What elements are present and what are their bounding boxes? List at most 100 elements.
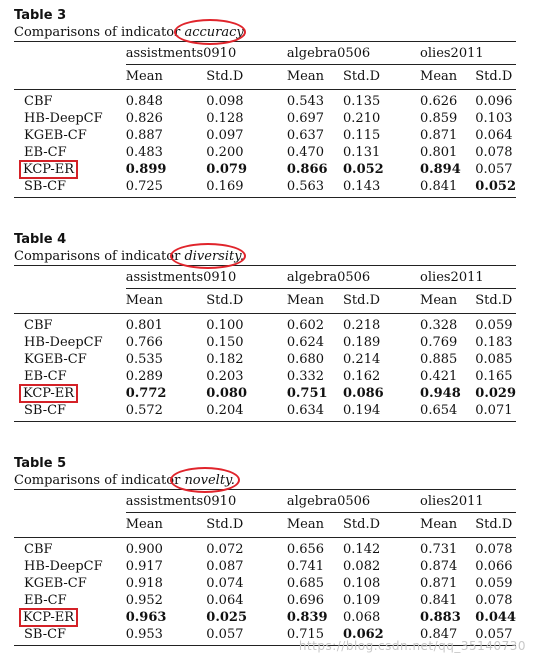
cell: 0.057 — [206, 626, 244, 642]
cell: 0.332 — [286, 368, 325, 384]
cell: 0.801 — [420, 144, 458, 160]
results-table: assistments0910 algebra0506 olies2011 Me… — [14, 41, 516, 198]
cell: 0.078 — [475, 144, 513, 160]
table-caption: Comparisons of indicator novelty. — [14, 467, 516, 493]
cell: 0.725 — [125, 178, 163, 194]
method-name: KCP-ER — [14, 383, 126, 403]
cell: 0.751 — [286, 385, 328, 401]
mean-header: Mean — [420, 517, 458, 532]
cell: 0.741 — [286, 558, 325, 574]
cell: 0.052 — [343, 161, 384, 177]
method-name: KGEB-CF — [24, 575, 87, 591]
cell: 0.859 — [420, 110, 458, 126]
cell: 0.066 — [475, 558, 513, 574]
mean-header: Mean — [420, 69, 458, 84]
cell: 0.826 — [125, 110, 163, 126]
cell: 0.062 — [343, 626, 384, 642]
table-row: KGEB-CF 0.535 0.182 0.680 0.214 0.885 0.085 — [14, 351, 516, 368]
mean-header: Mean — [286, 293, 324, 308]
method-name: EB-CF — [24, 368, 67, 384]
table-row: SB-CF 0.953 0.057 0.715 0.062 0.847 0.057 — [14, 626, 516, 646]
cell: 0.543 — [286, 93, 325, 109]
cell: 0.096 — [475, 93, 513, 109]
cell: 0.189 — [343, 334, 381, 350]
cell: 0.128 — [206, 110, 244, 126]
method-name: EB-CF — [24, 144, 67, 160]
dataset-header: olies2011 — [420, 41, 516, 65]
dataset-header: algebra0506 — [286, 489, 421, 513]
caption-indicator: accuracy. — [184, 25, 247, 40]
caption-prefix: Comparisons of indicator — [14, 473, 185, 488]
cell: 0.162 — [343, 368, 381, 384]
cell: 0.142 — [343, 541, 381, 557]
table-3-block: Table 3 Comparisons of indicator accurac… — [14, 7, 516, 198]
cell: 0.080 — [206, 385, 247, 401]
caption-prefix: Comparisons of indicator — [14, 249, 185, 264]
cell: 0.078 — [475, 541, 513, 557]
std-header: Std.D — [475, 517, 513, 532]
cell: 0.656 — [286, 541, 325, 557]
cell: 0.535 — [125, 351, 163, 367]
cell: 0.328 — [420, 317, 458, 333]
dataset-header: olies2011 — [420, 489, 516, 513]
cell: 0.115 — [343, 127, 381, 143]
table-row: KCP-ER 0.899 0.079 0.866 0.052 0.894 0.057 — [14, 159, 516, 179]
cell: 0.072 — [206, 541, 244, 557]
table-row: CBF 0.848 0.098 0.543 0.135 0.626 0.096 — [14, 90, 516, 110]
cell: 0.059 — [475, 317, 513, 333]
std-header: Std.D — [475, 69, 513, 84]
cell: 0.696 — [286, 592, 325, 608]
cell: 0.624 — [286, 334, 325, 350]
dataset-header: olies2011 — [420, 265, 516, 289]
cell: 0.143 — [343, 178, 381, 194]
std-header: Std.D — [206, 69, 244, 84]
mean-header: Mean — [286, 517, 324, 532]
cell: 0.654 — [420, 402, 458, 418]
cell: 0.421 — [420, 368, 458, 384]
table-row: EB-CF 0.289 0.203 0.332 0.162 0.421 0.165 — [14, 368, 516, 385]
cell: 0.097 — [206, 127, 244, 143]
watermark-url: https://blog.csdn.net/qq_35140730 — [298, 639, 526, 653]
mean-header: Mean — [125, 69, 163, 84]
cell: 0.074 — [206, 575, 244, 591]
cell: 0.899 — [125, 161, 167, 177]
highlight-box: KCP-ER — [18, 159, 79, 179]
cell: 0.766 — [125, 334, 163, 350]
cell: 0.841 — [420, 178, 458, 194]
cell: 0.917 — [125, 558, 163, 574]
cell: 0.068 — [343, 609, 381, 625]
std-header: Std.D — [206, 293, 244, 308]
cell: 0.848 — [125, 93, 163, 109]
method-name: HB-DeepCF — [24, 110, 103, 126]
method-name: KGEB-CF — [24, 127, 87, 143]
dataset-header: algebra0506 — [286, 41, 421, 65]
cell: 0.883 — [420, 609, 461, 625]
std-header: Std.D — [343, 69, 381, 84]
std-header: Std.D — [475, 293, 513, 308]
mean-header: Mean — [286, 69, 324, 84]
table-row: HB-DeepCF 0.917 0.087 0.741 0.082 0.874 0.066 — [14, 558, 516, 575]
cell: 0.064 — [206, 592, 244, 608]
cell: 0.801 — [125, 317, 163, 333]
table-caption: Comparisons of indicator diversity. — [14, 243, 516, 269]
cell: 0.769 — [420, 334, 458, 350]
dataset-header: assistments0910 — [125, 265, 287, 289]
cell: 0.847 — [420, 626, 458, 642]
cell: 0.169 — [206, 178, 244, 194]
table-title: Table 4 — [14, 232, 67, 247]
cell: 0.059 — [475, 575, 513, 591]
table-title: Table 3 — [14, 8, 67, 23]
cell: 0.685 — [286, 575, 325, 591]
cell: 0.079 — [206, 161, 247, 177]
highlight-box: KCP-ER — [18, 607, 79, 627]
cell: 0.871 — [420, 127, 458, 143]
cell: 0.918 — [125, 575, 163, 591]
table-row: HB-DeepCF 0.766 0.150 0.624 0.189 0.769 0.183 — [14, 334, 516, 351]
cell: 0.210 — [343, 110, 381, 126]
method-name: KCP-ER — [14, 607, 126, 627]
cell: 0.572 — [125, 402, 163, 418]
mean-header: Mean — [125, 517, 163, 532]
cell: 0.289 — [125, 368, 163, 384]
cell: 0.731 — [420, 541, 458, 557]
cell: 0.953 — [125, 626, 163, 642]
